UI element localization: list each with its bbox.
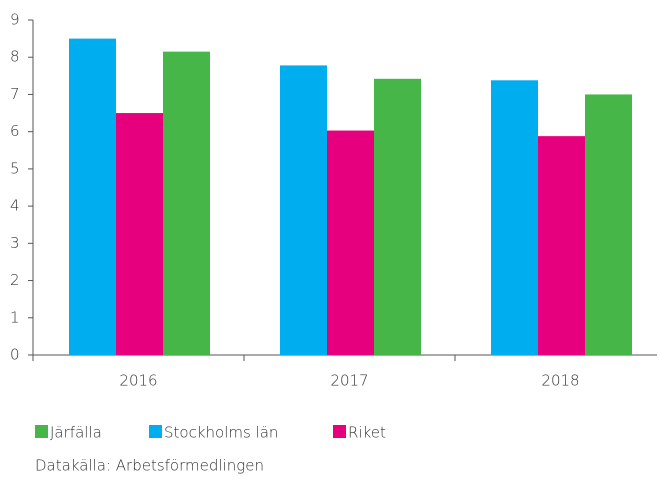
y-tick-label: 5 xyxy=(10,159,20,177)
bar xyxy=(374,78,421,356)
y-tick-label: 0 xyxy=(10,346,20,364)
bar xyxy=(538,136,585,355)
bar xyxy=(280,65,327,356)
bar xyxy=(491,80,538,356)
bar xyxy=(585,94,632,355)
legend-swatch xyxy=(149,425,162,438)
y-tick-label: 2 xyxy=(10,271,20,289)
y-tick-label: 4 xyxy=(10,197,20,215)
legend-label: Riket xyxy=(348,424,386,442)
y-tick-label: 8 xyxy=(10,48,20,66)
x-tick-label: 2017 xyxy=(330,372,368,390)
source-note: Datakälla: Arbetsförmedlingen xyxy=(35,457,264,475)
y-tick-label: 7 xyxy=(10,85,20,103)
x-tick-label: 2018 xyxy=(541,372,579,390)
legend-swatch xyxy=(333,425,346,438)
legend-label: Stockholms län xyxy=(164,424,278,442)
bar xyxy=(116,113,163,355)
bar xyxy=(69,38,116,355)
y-tick-label: 9 xyxy=(10,11,20,29)
y-tick-label: 3 xyxy=(10,234,20,252)
y-tick-label: 6 xyxy=(10,122,20,140)
y-tick-label: 1 xyxy=(10,308,20,326)
bar xyxy=(163,51,210,356)
x-tick-label: 2016 xyxy=(119,372,157,390)
bar xyxy=(327,130,374,355)
legend-label: Järfälla xyxy=(50,424,102,442)
legend-swatch xyxy=(35,425,48,438)
